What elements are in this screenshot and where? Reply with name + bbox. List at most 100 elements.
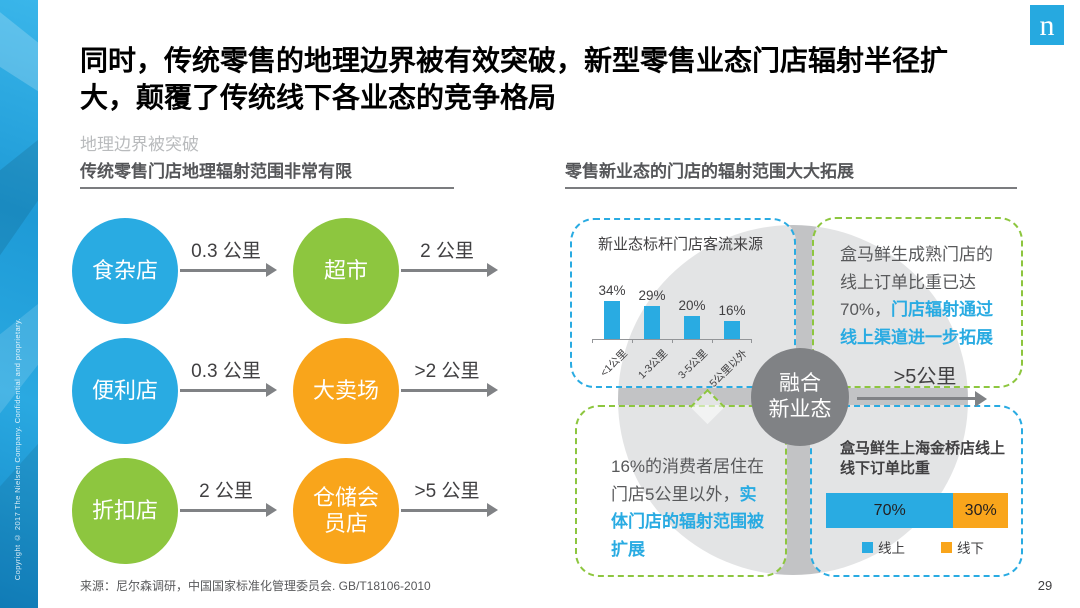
text-normal: 16%的消费者居住在门店5公里以外， bbox=[611, 457, 765, 504]
store-label: 大卖场 bbox=[312, 378, 379, 403]
stacked-chart-title: 盒马鲜生上海金桥店线上线下订单比重 bbox=[840, 440, 1006, 477]
reach-distance: >2 公里 bbox=[414, 361, 480, 382]
order-share-chart-box: 盒马鲜生上海金桥店线上线下订单比重 70% 30% 线上 线下 bbox=[810, 405, 1023, 577]
hema-mature-text: 盒马鲜生成熟门店的线上订单比重已达70%，门店辐射通过线上渠道进一步拓展 bbox=[840, 241, 1005, 351]
segment-线下: 30% bbox=[953, 493, 1008, 528]
new-format-diagram: 新业态标杆门店客流来源 34% 29% 20% 16% <1公里 1-3公里 3-5公里 5… bbox=[565, 200, 1023, 585]
text-normal: 盒马鲜生成熟门店的线上订单比重已达70%， bbox=[840, 245, 993, 319]
fusion-label-line2: 新业态 bbox=[768, 398, 832, 421]
bar-value-label: 29% bbox=[638, 288, 666, 303]
store-circle: 食杂店 bbox=[72, 218, 178, 324]
traffic-source-chart-box: 新业态标杆门店客流来源 34% 29% 20% 16% <1公里 1-3公里 3-5公里 5… bbox=[570, 218, 796, 390]
arrow-head-icon bbox=[487, 503, 498, 517]
fusion-arrow-line bbox=[857, 397, 975, 400]
tick-label: 1-3公里 bbox=[635, 347, 670, 382]
nielsen-logo: n bbox=[1030, 5, 1064, 45]
axis-tick-labels: <1公里 1-3公里 3-5公里 5公里以外 bbox=[592, 346, 752, 389]
bar-1-3公里: 29% bbox=[632, 276, 672, 339]
legend-swatch-icon bbox=[941, 541, 952, 553]
text-highlight: 实体门店的辐射范围被扩展 bbox=[611, 484, 764, 559]
store-circle: 便利店 bbox=[72, 338, 178, 444]
arrow-head-icon bbox=[266, 503, 277, 517]
arrow-line bbox=[180, 509, 266, 512]
arrow-head-icon bbox=[266, 383, 277, 397]
arrow-head-icon bbox=[487, 383, 498, 397]
store-label: 超市 bbox=[323, 258, 368, 283]
chart-legend: 线上 线下 bbox=[862, 537, 984, 557]
store-circle: 大卖场 bbox=[293, 338, 399, 444]
reach-arrow: >2 公里 bbox=[399, 338, 503, 444]
bar-value-label: 34% bbox=[598, 283, 626, 298]
arrow-line bbox=[401, 389, 487, 392]
consumer-distance-text: 16%的消费者居住在门店5公里以外，实体门店的辐射范围被扩展 bbox=[611, 453, 771, 563]
fusion-reach-distance: >5公里 bbox=[893, 366, 957, 388]
right-section-header: 零售新业态的门店的辐射范围大大拓展 bbox=[565, 162, 854, 181]
left-header-rule bbox=[80, 187, 454, 189]
store-unit-hypermarket: 大卖场 >2 公里 bbox=[293, 338, 505, 444]
store-label: 食杂店 bbox=[91, 258, 158, 283]
store-unit-convenience: 便利店 0.3 公里 bbox=[72, 338, 284, 444]
arrow-line bbox=[180, 389, 266, 392]
store-unit-discount: 折扣店 2 公里 bbox=[72, 458, 284, 564]
arrow-head-icon bbox=[266, 263, 277, 277]
bar-chart: 34% 29% 20% 16% <1公里 1-3公里 3-5公里 5公里以外 bbox=[592, 276, 752, 390]
store-unit-supermarket: 超市 2 公里 bbox=[293, 218, 505, 324]
right-header-rule bbox=[565, 187, 1017, 189]
store-reach-diagram: 食杂店 0.3 公里 超市 2 公里 便利店 0.3 公里 大卖场 >2 公里 bbox=[72, 218, 552, 564]
text-highlight: 门店辐射通过线上渠道进一步拓展 bbox=[840, 300, 994, 347]
tick-label: 5公里以外 bbox=[707, 347, 750, 390]
fusion-arrow-head-icon bbox=[975, 390, 987, 407]
store-circle: 折扣店 bbox=[72, 458, 178, 564]
bar-rect bbox=[644, 306, 660, 339]
reach-distance: 2 公里 bbox=[420, 241, 474, 262]
store-circle: 超市 bbox=[293, 218, 399, 324]
bar-value-label: 16% bbox=[718, 303, 746, 318]
nielsen-logo-letter: n bbox=[1039, 9, 1055, 42]
bar-3-5公里: 20% bbox=[672, 276, 712, 339]
legend-label: 线下 bbox=[957, 541, 984, 556]
store-circle: 仓储会员店 bbox=[293, 458, 399, 564]
reach-distance: >5 公里 bbox=[414, 481, 480, 502]
slide-subtitle: 地理边界被突破 bbox=[80, 135, 199, 154]
reach-arrow: 2 公里 bbox=[178, 458, 282, 564]
source-note: 来源：尼尔森调研，中国国家标准化管理委员会. GB/T18106-2010 bbox=[80, 579, 431, 593]
legend-label: 线上 bbox=[878, 541, 905, 556]
arrow-head-icon bbox=[487, 263, 498, 277]
bar-<1公里: 34% bbox=[592, 276, 632, 339]
store-unit-warehouse-club: 仓储会员店 >5 公里 bbox=[293, 458, 505, 564]
legend-swatch-icon bbox=[862, 541, 873, 553]
store-label: 仓储会员店 bbox=[312, 485, 379, 536]
left-section-header: 传统零售门店地理辐射范围非常有限 bbox=[80, 162, 352, 181]
reach-distance: 0.3 公里 bbox=[191, 361, 261, 382]
bar-5公里以外: 16% bbox=[712, 276, 752, 339]
store-label: 折扣店 bbox=[91, 498, 158, 523]
reach-arrow: 2 公里 bbox=[399, 218, 503, 324]
reach-distance: 2 公里 bbox=[199, 481, 253, 502]
hema-mature-box: 盒马鲜生成熟门店的线上订单比重已达70%，门店辐射通过线上渠道进一步拓展 bbox=[812, 217, 1023, 388]
consumer-distance-box: 16%的消费者居住在门店5公里以外，实体门店的辐射范围被扩展 bbox=[575, 388, 787, 577]
reach-arrow: 0.3 公里 bbox=[178, 338, 282, 444]
arrow-line bbox=[401, 509, 487, 512]
fusion-circle: 融合 新业态 bbox=[751, 348, 849, 446]
store-label: 便利店 bbox=[91, 378, 158, 403]
tick-label: 3-5公里 bbox=[675, 347, 710, 382]
bar-rect bbox=[724, 321, 740, 339]
page-number: 29 bbox=[1037, 578, 1053, 593]
sidebar-decoration: Copyright © 2017 The Nielsen Company. Co… bbox=[0, 0, 38, 608]
bar-rect bbox=[684, 316, 700, 339]
legend-item-线下: 线下 bbox=[941, 537, 984, 557]
bar-series: 34% 29% 20% 16% bbox=[592, 276, 752, 339]
copyright-text: Copyright © 2017 The Nielsen Company. Co… bbox=[13, 317, 22, 580]
fusion-label-line1: 融合 bbox=[779, 372, 821, 395]
bar-value-label: 20% bbox=[678, 298, 706, 313]
bar-rect bbox=[604, 301, 620, 339]
chart-title: 新业态标杆门店客流来源 bbox=[598, 236, 764, 253]
reach-arrow: 0.3 公里 bbox=[178, 218, 282, 324]
reach-distance: 0.3 公里 bbox=[191, 241, 261, 262]
arrow-line bbox=[180, 269, 266, 272]
store-unit-grocery: 食杂店 0.3 公里 bbox=[72, 218, 284, 324]
segment-线上: 70% bbox=[826, 493, 954, 528]
tick-label: <1公里 bbox=[598, 347, 630, 380]
slide-title: 同时，传统零售的地理边界被有效突破，新型零售业态门店辐射半径扩大，颠覆了传统线下… bbox=[80, 45, 949, 113]
